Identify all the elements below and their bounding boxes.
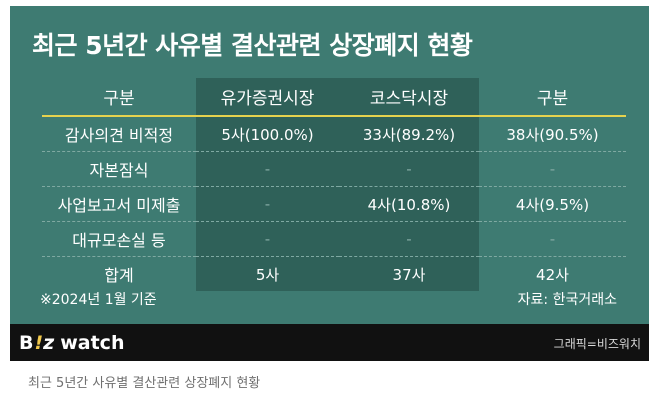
brand-bar: B! z watch 그래픽=비즈워치 xyxy=(10,324,649,361)
row-label: 합계 xyxy=(104,266,134,285)
graphic-credit: 그래픽=비즈워치 xyxy=(553,337,641,351)
table-cell: 37사 xyxy=(339,256,479,291)
source-note: 자료: 한국거래소 xyxy=(517,292,617,308)
table-cell: 33사(89.2%) xyxy=(339,116,479,152)
table-cell: - xyxy=(339,151,479,187)
table-row: 감사의견 비적정 5사(100.0%) 33사(89.2%) 38사(90.5%… xyxy=(42,116,626,152)
row-label: 자본잠식 xyxy=(89,161,149,180)
image-caption: 최근 5년간 사유별 결산관련 상장폐지 현황 xyxy=(28,376,261,391)
table-row: 대규모손실 등 - - - xyxy=(42,221,626,257)
row-label: 감사의견 비적정 xyxy=(64,126,174,145)
table-cell: - xyxy=(549,160,556,178)
table-cell: 5사 xyxy=(196,256,339,291)
row-label: 사업보고서 미제출 xyxy=(57,196,181,215)
table-row: 자본잠식 - - - xyxy=(42,151,626,187)
table-cell: - xyxy=(339,221,479,257)
logo-letter: z xyxy=(43,332,55,354)
table-row: 사업보고서 미제출 - 4사(10.8%) 4사(9.5%) xyxy=(42,186,626,222)
chart-title: 최근 5년간 사유별 결산관련 상장폐지 현황 xyxy=(32,31,473,60)
infographic-card: 최근 5년간 사유별 결산관련 상장폐지 현황 구분 유가증권시장 코스닥시장 … xyxy=(10,6,649,324)
table-cell: - xyxy=(196,186,339,222)
table-cell: 4사(10.8%) xyxy=(339,186,479,222)
footnote: ※2024년 1월 기준 xyxy=(40,292,157,308)
table-cell: 4사(9.5%) xyxy=(515,195,590,214)
logo-word: watch xyxy=(60,332,125,354)
logo-letter: B xyxy=(19,332,34,354)
logo-accent: ! xyxy=(34,332,44,354)
delisting-table: 구분 유가증권시장 코스닥시장 구분 감사의견 비적정 5사(100.0%) 3… xyxy=(42,78,626,291)
table-row-total: 합계 5사 37사 42사 xyxy=(42,256,626,291)
column-header: 구분 xyxy=(536,89,569,109)
table-cell: 5사(100.0%) xyxy=(196,116,339,152)
table-cell: 42사 xyxy=(536,265,569,284)
table-cell: 38사(90.5%) xyxy=(506,125,599,144)
column-header: 구분 xyxy=(103,89,135,109)
row-label: 대규모손실 등 xyxy=(72,231,166,250)
table-cell: - xyxy=(196,221,339,257)
table-cell: - xyxy=(549,230,556,248)
column-header: 코스닥시장 xyxy=(339,78,479,116)
table-cell: - xyxy=(196,151,339,187)
bizwatch-logo[interactable]: B! z watch xyxy=(19,332,124,354)
column-header: 유가증권시장 xyxy=(196,78,339,116)
table-header-row: 구분 유가증권시장 코스닥시장 구분 xyxy=(42,78,626,116)
